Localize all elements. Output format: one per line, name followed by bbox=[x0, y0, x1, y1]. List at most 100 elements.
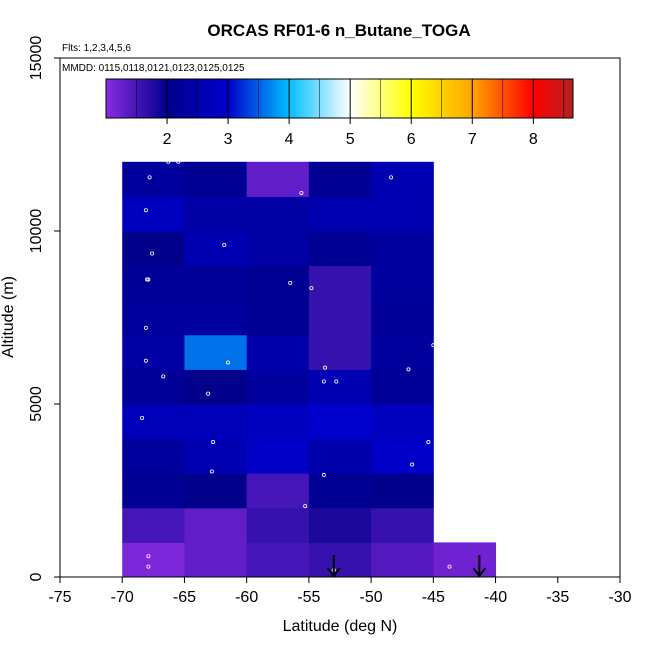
y-axis-label: Altitude (m) bbox=[0, 276, 17, 358]
plot-frame bbox=[59, 57, 621, 578]
sample-point bbox=[321, 379, 326, 384]
heatmap-cell bbox=[246, 369, 310, 405]
heatmap-cell bbox=[122, 231, 185, 267]
x-tick-label: -55 bbox=[297, 589, 320, 606]
colorbar: 2 3 4 5 6 7 8 bbox=[105, 78, 574, 148]
sample-point bbox=[143, 208, 148, 213]
heatmap-cell bbox=[308, 196, 372, 232]
heatmap-cell bbox=[122, 542, 185, 578]
heatmap-cell bbox=[371, 369, 434, 405]
x-tick-label: -40 bbox=[484, 589, 507, 606]
y-tick-label: 10000 bbox=[28, 209, 45, 254]
sample-point bbox=[426, 440, 431, 445]
heatmap-cell bbox=[308, 369, 372, 405]
heatmap-cell bbox=[122, 161, 185, 197]
sample-point bbox=[143, 325, 148, 330]
sample-point bbox=[447, 564, 452, 569]
heatmap-cell bbox=[371, 231, 434, 267]
heatmap-cell bbox=[308, 265, 372, 301]
sample-points bbox=[140, 159, 452, 573]
heatmap-cell bbox=[308, 334, 372, 370]
x-tick-label: -30 bbox=[608, 589, 631, 606]
x-tick-label: -50 bbox=[360, 589, 383, 606]
heatmap-cell bbox=[371, 334, 434, 370]
x-tick-label: -75 bbox=[48, 589, 71, 606]
sample-point bbox=[206, 391, 211, 396]
sample-point bbox=[147, 175, 152, 180]
heatmap-bins bbox=[122, 161, 497, 578]
heatmap-cell bbox=[184, 369, 248, 405]
colorbar-tick-label: 5 bbox=[346, 131, 355, 148]
sample-point bbox=[321, 472, 326, 477]
y-tick-label: 0 bbox=[28, 572, 45, 581]
flights-label: Flts: 1,2,3,4,5,6 bbox=[62, 43, 131, 54]
sample-point bbox=[209, 469, 214, 474]
sample-point bbox=[225, 360, 230, 365]
heatmap-cell bbox=[246, 265, 310, 301]
heatmap-cell bbox=[246, 507, 310, 543]
heatmap-cell bbox=[308, 300, 372, 336]
x-tick-label: -35 bbox=[546, 589, 569, 606]
heatmap-cell bbox=[122, 369, 185, 405]
sample-point bbox=[145, 277, 150, 282]
heatmap-cell bbox=[184, 473, 248, 509]
chart-title: ORCAS RF01-6 n_Butane_TOGA bbox=[207, 21, 470, 40]
heatmap-cell bbox=[308, 231, 372, 267]
sample-point bbox=[150, 251, 155, 256]
sample-point bbox=[334, 379, 339, 384]
colorbar-bar bbox=[105, 78, 574, 119]
heatmap-cell bbox=[308, 473, 372, 509]
colorbar-tick-label: 3 bbox=[224, 131, 233, 148]
axes: -75 -70 -65 -60 -55 -50 -45 -40 -35 -30 0 5000 10000… bbox=[28, 36, 632, 606]
location-arrows bbox=[326, 555, 487, 578]
heatmap-cell bbox=[371, 438, 434, 474]
heatmap-cell bbox=[122, 196, 185, 232]
sample-point bbox=[161, 374, 166, 379]
heatmap-cell bbox=[184, 404, 248, 440]
heatmap-cell bbox=[246, 473, 310, 509]
heatmap-cell bbox=[308, 542, 372, 578]
heatmap-cell bbox=[122, 507, 185, 543]
heatmap-cell bbox=[246, 542, 310, 578]
sample-point bbox=[303, 504, 308, 509]
heatmap-cell bbox=[246, 300, 310, 336]
heatmap-cell bbox=[371, 473, 434, 509]
heatmap-cell bbox=[371, 265, 434, 301]
heatmap-cell bbox=[122, 404, 185, 440]
heatmap-cell bbox=[371, 300, 434, 336]
heatmap-cell bbox=[122, 334, 185, 370]
heatmap-cell bbox=[371, 542, 434, 578]
heatmap-cell bbox=[184, 231, 248, 267]
heatmap-cell bbox=[308, 161, 372, 197]
sample-point bbox=[222, 242, 227, 247]
heatmap-cell bbox=[246, 438, 310, 474]
heatmap-cell bbox=[246, 334, 310, 370]
heatmap-cell bbox=[371, 196, 434, 232]
heatmap-cell bbox=[308, 507, 372, 543]
x-tick-label: -65 bbox=[173, 589, 196, 606]
sample-point bbox=[406, 367, 411, 372]
x-axis-label: Latitude (deg N) bbox=[283, 618, 398, 635]
heatmap-cell bbox=[122, 300, 185, 336]
colorbar-tick-label: 2 bbox=[163, 131, 172, 148]
heatmap-cell bbox=[184, 196, 248, 232]
heatmap-cell bbox=[433, 542, 497, 578]
x-tick-label: -45 bbox=[422, 589, 445, 606]
heatmap-cell bbox=[371, 507, 434, 543]
heatmap-cell bbox=[246, 161, 310, 197]
colorbar-tick-label: 8 bbox=[529, 131, 538, 148]
sample-point bbox=[299, 190, 304, 195]
y-tick-label: 15000 bbox=[28, 36, 45, 81]
sample-point bbox=[140, 415, 145, 420]
x-tick-label: -60 bbox=[235, 589, 258, 606]
heatmap-cell bbox=[246, 231, 310, 267]
sample-point bbox=[431, 343, 436, 348]
heatmap-cell bbox=[308, 404, 372, 440]
colorbar-tick-label: 4 bbox=[285, 131, 294, 148]
colorbar-tick-label: 6 bbox=[407, 131, 416, 148]
heatmap-cell bbox=[184, 438, 248, 474]
heatmap-cell bbox=[246, 404, 310, 440]
heatmap-cell bbox=[122, 265, 185, 301]
sample-point bbox=[166, 159, 171, 164]
